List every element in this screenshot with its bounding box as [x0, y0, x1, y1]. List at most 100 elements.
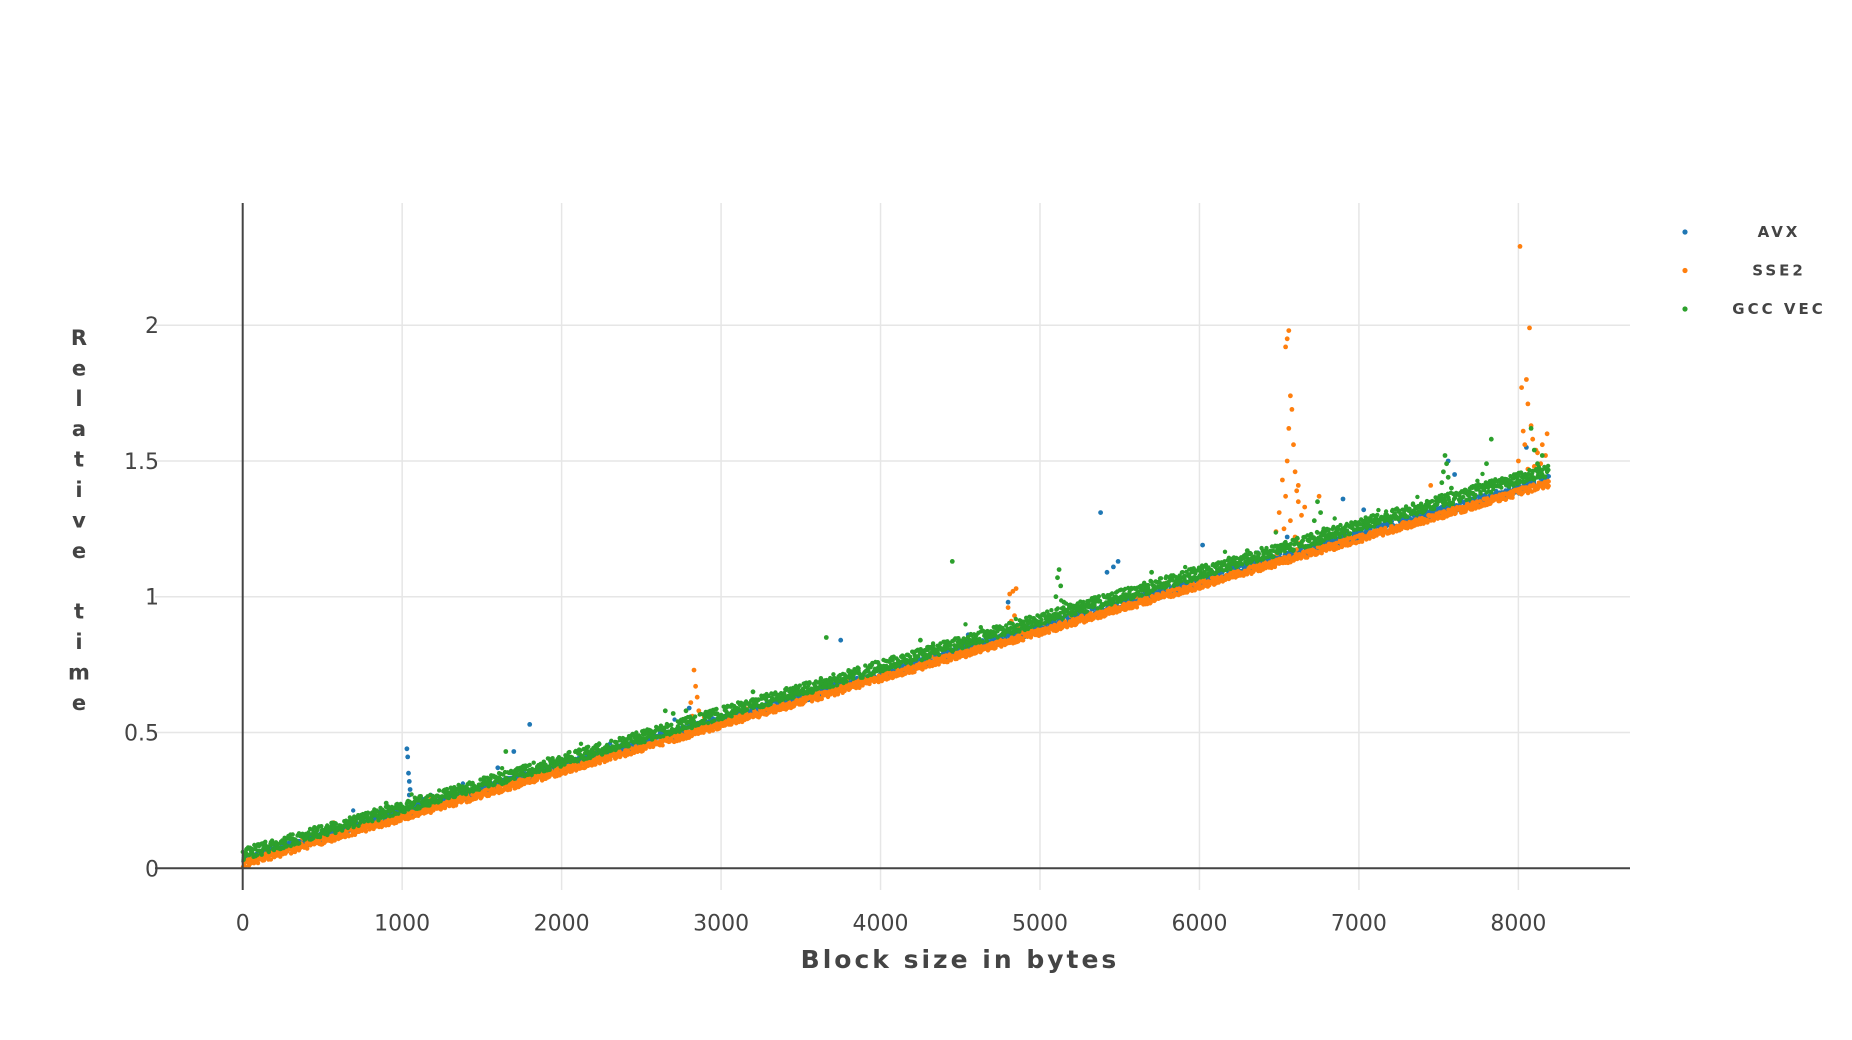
outlier-point — [1286, 426, 1292, 431]
outlier-point — [838, 637, 844, 643]
data-point — [255, 860, 261, 866]
outlier-point — [1302, 504, 1308, 510]
data-point — [936, 662, 941, 667]
outlier-point — [1295, 499, 1301, 505]
data-point — [1367, 536, 1372, 541]
outlier-point — [511, 749, 517, 754]
outlier-point — [1524, 377, 1529, 382]
data-point — [339, 828, 345, 833]
outlier-point — [1291, 442, 1296, 448]
outlier-point — [1284, 458, 1290, 464]
data-point — [266, 848, 271, 853]
outlier-point — [405, 754, 411, 760]
data-point — [689, 733, 694, 739]
outlier-point — [1294, 488, 1300, 494]
grid — [155, 203, 1630, 890]
data-point — [254, 852, 260, 858]
outlier-point — [1284, 336, 1290, 342]
data-point — [660, 743, 665, 748]
outlier-point — [1530, 436, 1536, 442]
outlier-point — [1111, 564, 1116, 570]
data-point — [923, 664, 929, 670]
outlier-point — [694, 694, 700, 700]
data-point — [1134, 605, 1140, 610]
outlier-point — [495, 765, 501, 771]
outlier-point — [1527, 325, 1532, 331]
outlier-point — [1299, 512, 1304, 518]
outlier-point — [1005, 599, 1011, 605]
outlier-point — [406, 770, 411, 776]
outlier-point — [1283, 344, 1288, 350]
outlier-point — [1284, 534, 1290, 540]
data-point — [773, 710, 778, 715]
data-point — [835, 692, 841, 697]
data-point — [305, 846, 310, 851]
outlier-point — [1519, 385, 1524, 390]
data-point — [1319, 551, 1324, 556]
outlier-point — [1361, 507, 1367, 513]
outlier-point — [1522, 442, 1528, 448]
outlier-point — [1288, 393, 1293, 399]
outlier-point — [1098, 510, 1103, 515]
data-point — [710, 728, 716, 733]
outlier-point — [1295, 483, 1301, 488]
outlier-point — [1289, 407, 1295, 412]
outlier-point — [1517, 244, 1523, 249]
outlier-point — [1452, 472, 1457, 477]
outlier-point — [406, 779, 412, 784]
outlier-point — [1007, 591, 1013, 597]
outlier-point — [1316, 493, 1322, 499]
series-sse2 — [240, 244, 1551, 870]
outlier-point — [1520, 428, 1526, 434]
data-point — [357, 820, 363, 825]
data-point — [664, 735, 670, 740]
outlier-point — [1281, 526, 1287, 532]
data-point — [352, 823, 357, 828]
outlier-point — [404, 746, 410, 752]
outlier-point — [1283, 493, 1288, 499]
outlier-point — [1516, 458, 1521, 464]
data-point — [1546, 479, 1551, 484]
outlier-point — [1292, 469, 1298, 475]
outlier-point — [1286, 328, 1292, 333]
outlier-point — [686, 705, 692, 711]
data-point — [1046, 630, 1052, 635]
outlier-point — [527, 722, 533, 727]
data-point — [290, 832, 295, 837]
outlier-point — [688, 700, 694, 705]
outlier-point — [1276, 510, 1282, 515]
data-point — [912, 669, 917, 675]
data-point — [672, 717, 677, 722]
outlier-point — [1539, 442, 1545, 448]
outlier-point — [1428, 483, 1434, 488]
outlier-point — [1013, 586, 1019, 591]
outlier-point — [1340, 496, 1346, 502]
data-point — [890, 675, 895, 681]
data-point — [351, 808, 356, 813]
outlier-point — [693, 683, 698, 689]
data-point — [363, 829, 369, 834]
outlier-point — [1005, 605, 1011, 610]
outlier-point — [1544, 431, 1550, 437]
outlier-point — [407, 787, 413, 792]
outlier-point — [1104, 569, 1110, 575]
data-point — [259, 852, 264, 857]
data-point — [1510, 495, 1515, 500]
outlier-point — [1200, 542, 1205, 548]
outlier-point — [691, 667, 697, 673]
data-point — [297, 841, 302, 846]
outlier-point — [1525, 401, 1531, 407]
data-point — [608, 757, 613, 762]
outlier-point — [1288, 518, 1293, 524]
data-point — [1546, 483, 1551, 489]
data-point — [1546, 474, 1552, 479]
data-point — [857, 685, 862, 690]
data-point — [1020, 637, 1026, 643]
data-point — [736, 719, 742, 725]
data-point — [842, 688, 847, 694]
outlier-point — [1115, 559, 1121, 564]
data-points — [240, 244, 1552, 870]
data-point — [268, 857, 274, 862]
outlier-point — [1280, 477, 1285, 483]
